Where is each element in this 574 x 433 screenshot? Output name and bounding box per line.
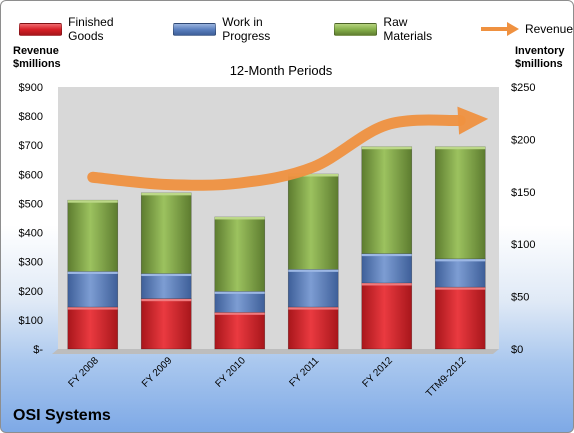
raw-materials-bar-top [361, 146, 412, 150]
finished-goods-bar-top [435, 287, 486, 290]
finished-goods-bar [214, 312, 266, 350]
company-name: OSI Systems [13, 407, 111, 424]
left-axis-tick-label: $600 [19, 169, 43, 181]
raw-materials-bar [287, 173, 339, 270]
category-tick-label: FY 2008 [66, 355, 101, 390]
work-in-progress-bar [214, 291, 266, 313]
work-in-progress-bar [140, 273, 192, 299]
revenue-arrow-icon [480, 22, 519, 36]
right-axis-tick-label: $250 [511, 82, 535, 94]
plot-background [58, 87, 499, 349]
raw-materials-bar-top [214, 216, 265, 220]
finished-goods-bar-top [288, 307, 339, 310]
work-in-progress-bar [434, 258, 486, 288]
category-tick-label: FY 2011 [288, 355, 322, 389]
finished-goods-bar-top [214, 312, 265, 315]
finished-goods-bar [434, 286, 486, 350]
legend-label-revenue: Revenue [524, 22, 573, 36]
legend-item-finished-goods: Finished Goods [19, 15, 145, 43]
work-in-progress-bar [67, 271, 119, 308]
raw-materials-swatch [334, 22, 378, 36]
left-axis-tick-label: $100 [19, 315, 43, 327]
legend-item-work-in-progress: Work in Progress [173, 15, 306, 43]
work-in-progress-bar-top [361, 253, 412, 257]
left-axis-tick-label: $- [33, 344, 43, 356]
raw-materials-bar-top [435, 146, 486, 150]
work-in-progress-bar-top [214, 291, 265, 294]
work-in-progress-bar-top [288, 269, 339, 272]
left-axis-tick-label: $300 [19, 257, 43, 269]
category-tick-label: TTM9-2012 [424, 355, 469, 400]
left-axis-title-line-1: Revenue [13, 45, 59, 57]
raw-materials-bar [434, 146, 486, 260]
work-in-progress-bar [287, 269, 339, 308]
right-axis-title-line-2: $millions [515, 58, 563, 70]
category-tick-label: FY 2009 [140, 355, 175, 390]
right-axis-title: Inventory $millions [515, 45, 565, 71]
right-axis-tick-label: $150 [511, 187, 535, 199]
right-axis-tick-label: $100 [511, 239, 535, 251]
left-axis-tick-label: $500 [19, 198, 43, 210]
finished-goods-bar-top [141, 298, 192, 302]
finished-goods-bar [140, 298, 192, 350]
right-axis-tick-label: $200 [511, 134, 535, 146]
work-in-progress-bar-top [67, 271, 118, 274]
finished-goods-bar [67, 306, 119, 350]
raw-materials-bar [361, 146, 413, 254]
work-in-progress-swatch [173, 22, 217, 36]
legend-item-revenue: Revenue [480, 22, 573, 36]
category-tick-label: FY 2012 [360, 355, 395, 390]
left-axis-tick-label: $200 [19, 286, 43, 298]
left-axis-title: Revenue $millions [13, 45, 61, 71]
legend-label-raw-materials: Raw Materials [383, 15, 433, 43]
left-axis-tick-label: $800 [19, 111, 43, 123]
plot-floor [52, 349, 499, 354]
work-in-progress-bar-top [141, 273, 192, 277]
revenue-arrowhead [457, 106, 489, 135]
finished-goods-swatch [19, 22, 63, 36]
finished-goods-bar [361, 282, 413, 350]
plot-title: 12-Month Periods [229, 63, 333, 78]
right-axis-tick-label: $50 [511, 292, 529, 304]
raw-materials-bar-top [141, 192, 192, 196]
left-axis-tick-label: $900 [19, 82, 43, 94]
right-axis-tick-label: $0 [511, 344, 523, 356]
raw-materials-bar [140, 192, 192, 274]
finished-goods-bar [287, 306, 339, 350]
revenue-line [87, 114, 466, 191]
legend-label-work-in-progress: Work in Progress [222, 15, 271, 43]
left-axis-tick-label: $400 [19, 228, 43, 240]
category-tick-label: FY 2010 [213, 355, 248, 390]
work-in-progress-bar-top [435, 258, 486, 262]
right-axis-title-line-1: Inventory [515, 45, 565, 57]
finished-goods-bar-top [361, 282, 412, 286]
raw-materials-bar-top [288, 173, 339, 177]
legend: Finished Goods Work in Progress Raw Mate… [19, 15, 573, 43]
finished-goods-bar-top [67, 307, 118, 310]
raw-materials-bar [214, 216, 266, 292]
legend-label-finished-goods: Finished Goods [68, 15, 114, 43]
legend-item-raw-materials: Raw Materials [334, 15, 453, 43]
raw-materials-bar-top [67, 200, 118, 203]
raw-materials-bar [67, 199, 119, 272]
left-axis-title-line-2: $millions [13, 58, 61, 70]
left-axis-tick-label: $700 [19, 140, 43, 152]
work-in-progress-bar [361, 253, 413, 284]
